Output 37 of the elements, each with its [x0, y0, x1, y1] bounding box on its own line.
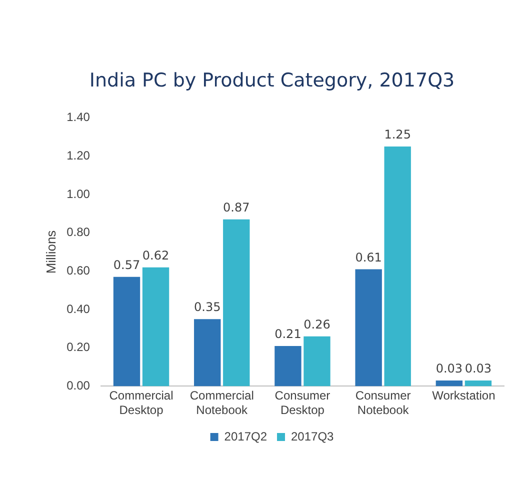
- y-tick-label: 0.40: [66, 302, 90, 316]
- data-label: 0.61: [355, 250, 382, 264]
- x-tick-label: Consumer Desktop: [274, 388, 330, 418]
- y-tick-label: 0.60: [66, 263, 90, 278]
- x-tick-label: Workstation: [432, 388, 496, 403]
- chart-title: India PC by Product Category, 2017Q3: [89, 69, 455, 92]
- data-label: 0.03: [464, 362, 492, 376]
- bar: [384, 146, 411, 386]
- y-tick-label: 0.80: [66, 225, 90, 240]
- y-tick-label: 1.20: [66, 148, 90, 162]
- bar: [274, 346, 302, 386]
- x-tick-label: Consumer Notebook: [355, 388, 411, 418]
- x-tick-label: Commercial Desktop: [109, 388, 174, 418]
- bar: [142, 267, 170, 386]
- data-label: 0.87: [223, 200, 250, 215]
- y-axis-title: Millions: [43, 230, 58, 274]
- bar: [464, 380, 492, 386]
- bar: [304, 336, 330, 386]
- y-tick-label: 0.00: [66, 378, 90, 393]
- legend-label: 2017Q3: [291, 429, 334, 444]
- data-label: 0.57: [113, 258, 140, 272]
- data-label: 0.26: [304, 317, 330, 332]
- data-label: 0.62: [142, 248, 170, 262]
- y-tick-label: 0.20: [66, 340, 90, 354]
- bar: [194, 319, 221, 386]
- data-label: 0.21: [274, 327, 302, 342]
- x-tick-label: Commercial Notebook: [190, 388, 254, 418]
- data-label: 0.03: [436, 362, 463, 376]
- y-tick-label: 1.00: [66, 186, 90, 201]
- bar: [355, 269, 382, 386]
- bar: [223, 219, 250, 386]
- legend-label: 2017Q2: [224, 429, 268, 444]
- y-tick-label: 1.40: [66, 110, 90, 124]
- bar: [113, 276, 140, 386]
- bar: [436, 380, 463, 386]
- data-label: 1.25: [384, 128, 411, 142]
- data-label: 0.35: [194, 300, 221, 314]
